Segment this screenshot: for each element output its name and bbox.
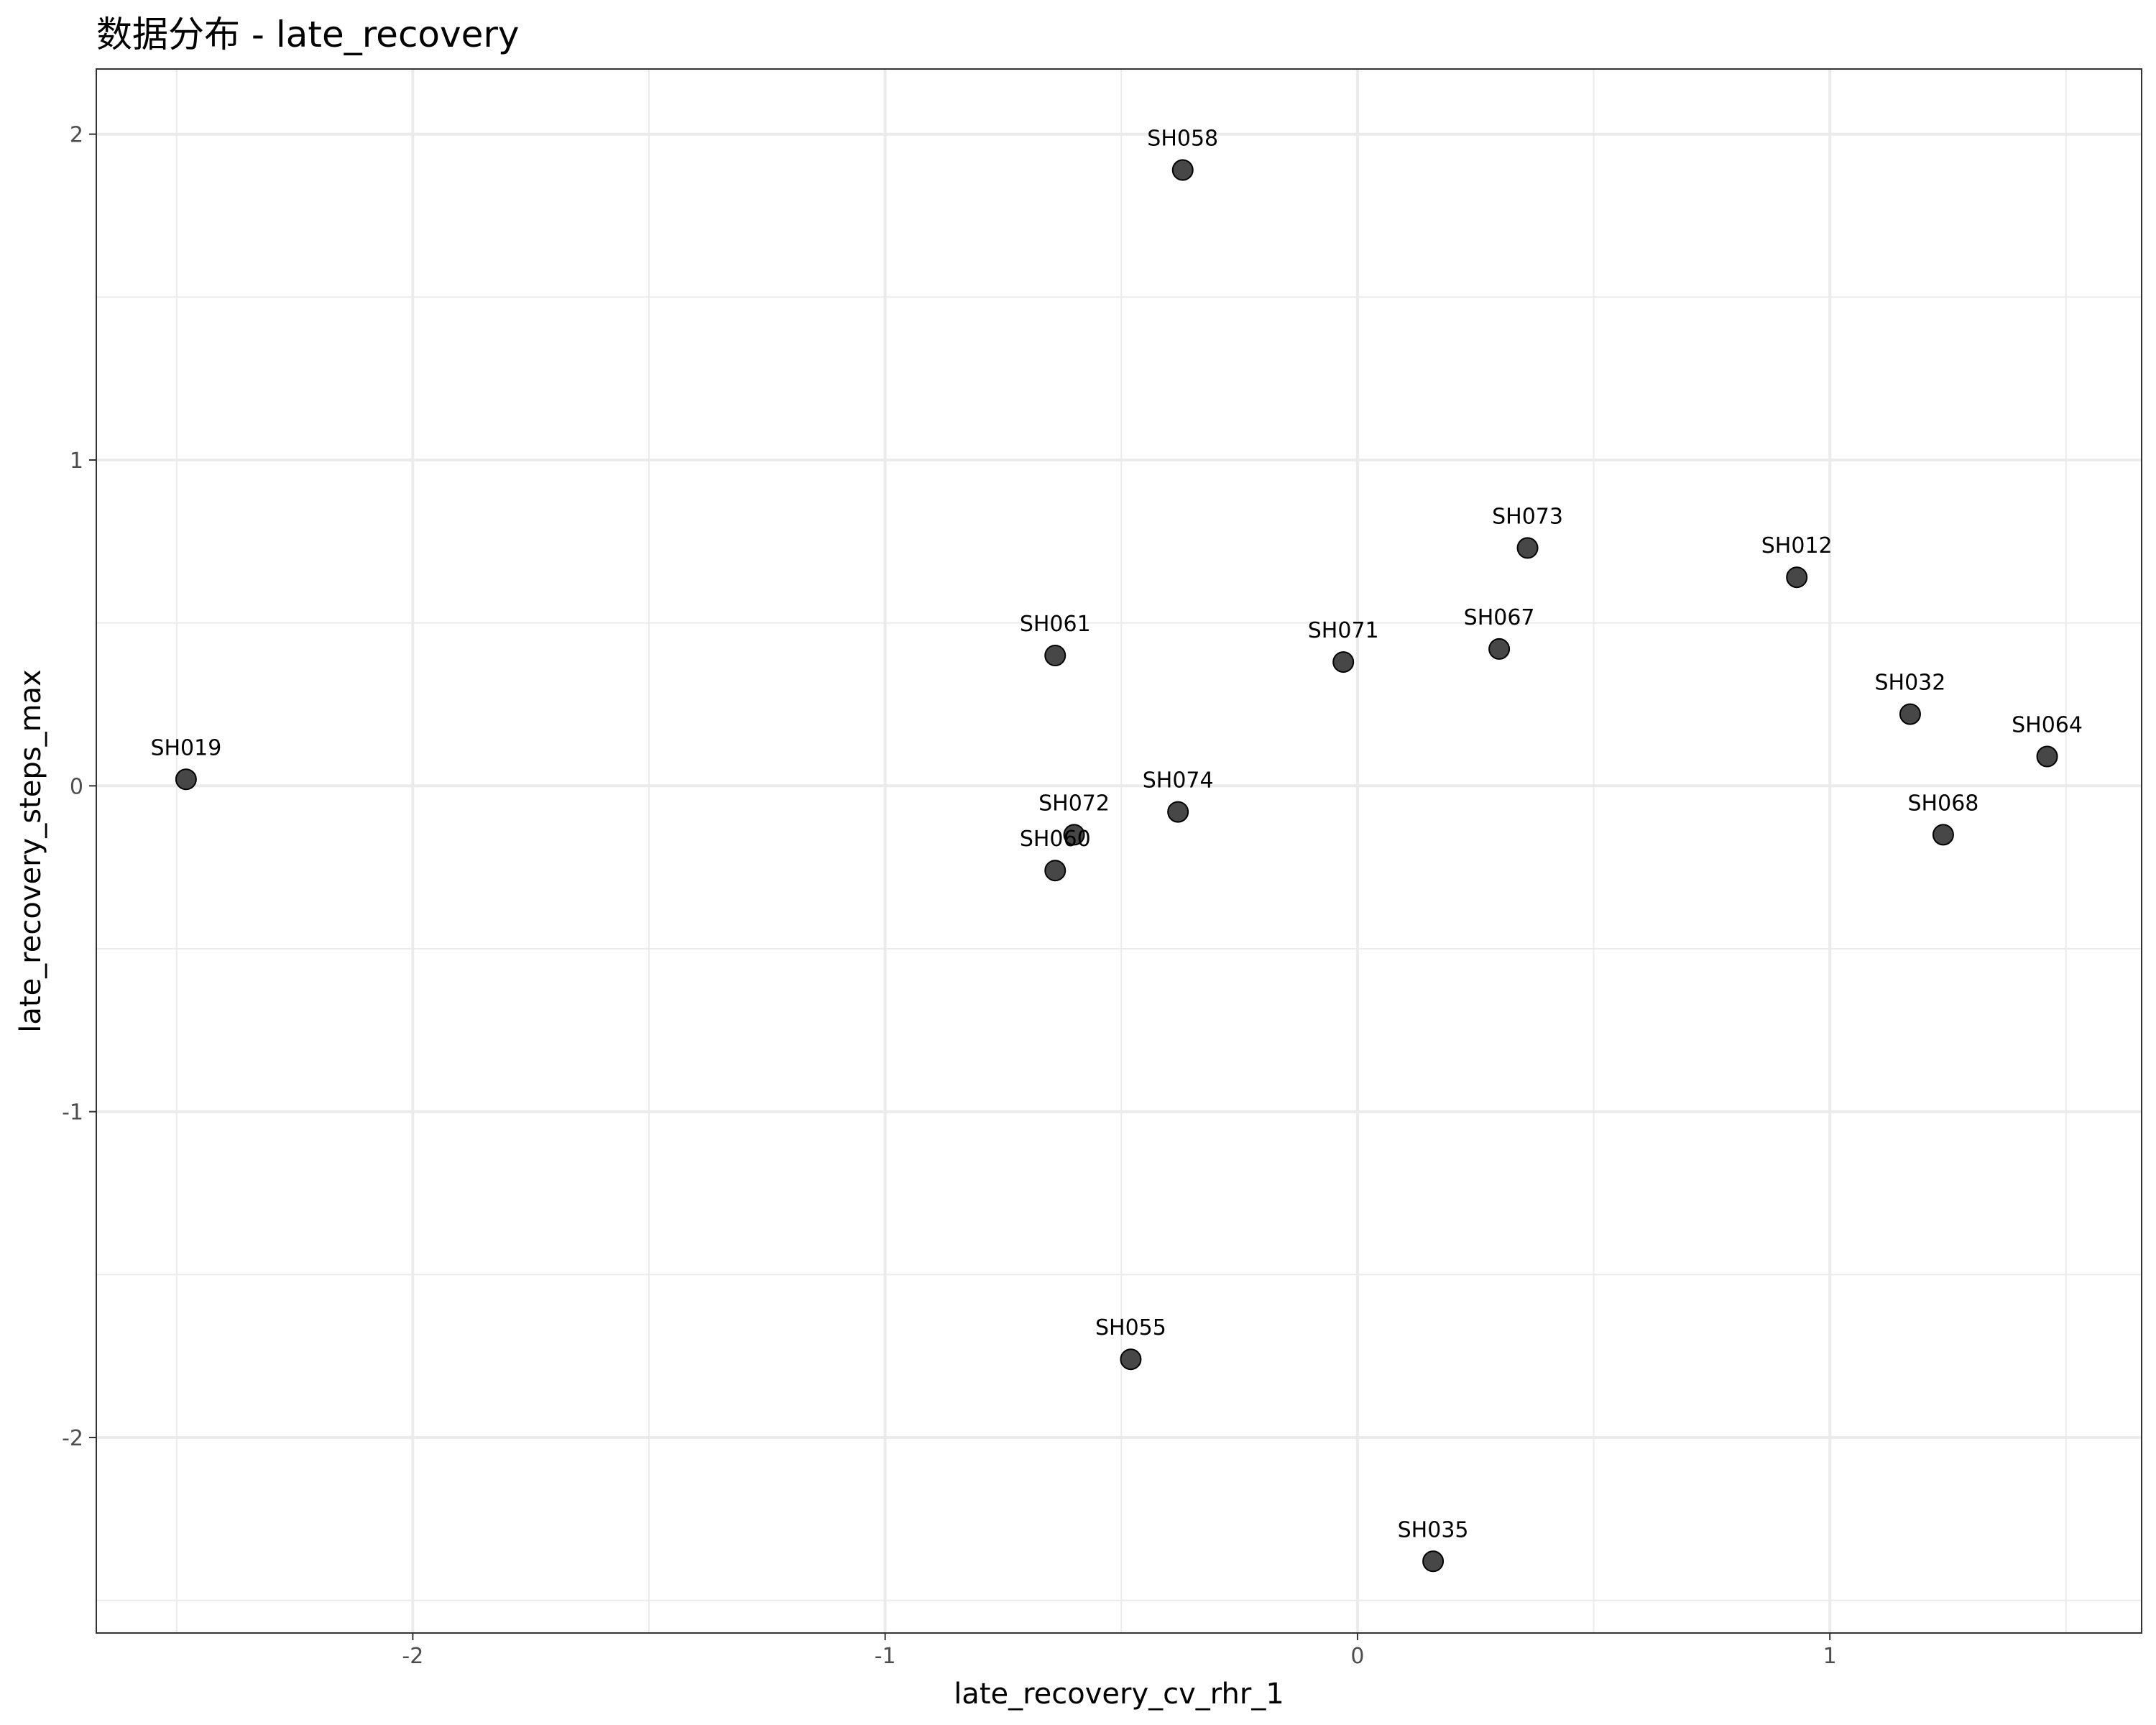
chart-title: 数据分布 - late_recovery [96,14,520,55]
data-point-label: SH019 [150,735,221,760]
y-tick-label: -2 [62,1426,83,1451]
data-point-label: SH068 [1908,791,1979,816]
data-point-label: SH064 [2012,713,2083,738]
data-point [1120,1348,1142,1371]
data-points [175,159,2058,1573]
data-point [2036,745,2058,768]
data-point-label: SH073 [1492,504,1563,529]
minor-grid [96,69,2142,1633]
plot-background [96,69,2142,1633]
x-axis: -2 -1 0 1 [402,1633,1837,1669]
y-tick-label: 1 [70,448,83,474]
y-axis-title: late_recovery_steps_max [14,669,47,1032]
data-point [1516,537,1539,559]
x-tick-label: -2 [402,1644,423,1669]
data-point-label: SH055 [1095,1315,1166,1340]
data-point-label: SH067 [1464,605,1535,630]
data-point-label: SH032 [1874,671,1945,696]
data-point [1044,860,1067,882]
data-point-label: SH071 [1308,618,1379,643]
data-point [1422,1550,1445,1573]
data-point-labels: SH058 SH073 SH012 SH061 SH071 SH067 SH032 SH064… [150,126,2083,1543]
y-axis: -2 -1 0 1 2 [62,123,96,1451]
data-point [1063,824,1085,846]
data-point [1332,651,1355,673]
major-grid [96,69,2142,1633]
data-point-label: SH060 [1020,827,1091,852]
data-point [1932,824,1954,846]
y-tick-label: 2 [70,123,83,148]
data-point-label: SH058 [1147,126,1218,152]
x-tick-label: -1 [875,1644,896,1669]
x-axis-title: late_recovery_cv_rhr_1 [954,1678,1284,1711]
data-point-label: SH012 [1761,533,1833,558]
data-point [1044,645,1067,666]
data-point-label: SH061 [1020,612,1091,637]
data-point [1167,801,1189,823]
data-point [1488,638,1511,660]
data-point [175,768,197,791]
y-tick-label: 0 [70,774,83,799]
data-point [1899,703,1921,725]
data-point-label: SH035 [1398,1517,1469,1542]
data-point [1786,566,1808,589]
x-tick-label: 0 [1350,1644,1364,1669]
plot-panel-border [96,68,2142,1634]
x-tick-label: 1 [1823,1644,1837,1669]
data-point-label: SH072 [1038,791,1110,816]
data-point [1171,159,1194,181]
y-tick-label: -1 [62,1100,83,1126]
data-point-label: SH074 [1143,768,1214,794]
